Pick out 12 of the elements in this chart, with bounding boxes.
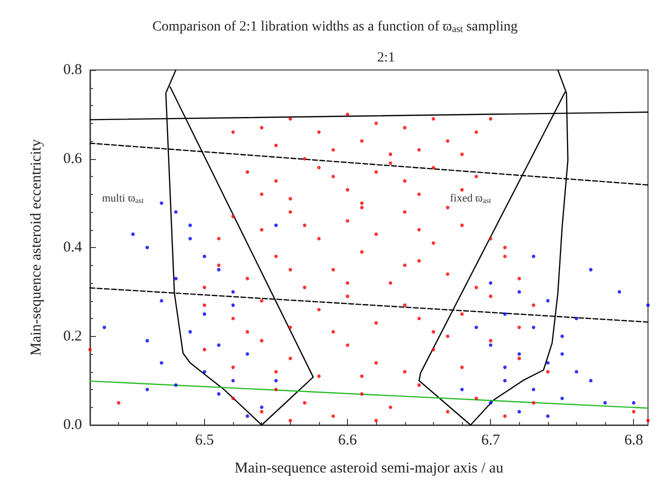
x-axis-title: Main-sequence asteroid semi-major axis / au [234, 460, 504, 476]
y-tick-label: 0.8 [63, 62, 82, 78]
y-tick-label: 0.2 [63, 328, 82, 344]
x-tick-label: 6.7 [481, 432, 500, 448]
chart-subtitle: 2:1 [377, 50, 395, 66]
y-tick-label: 0.0 [63, 417, 82, 433]
x-tick-label: 6.5 [195, 432, 214, 448]
x-tick-label: 6.8 [624, 432, 644, 448]
y-axis-title: Main-sequence asteroid eccentricity [28, 138, 44, 356]
x-tick-label: 6.6 [338, 432, 358, 448]
y-tick-label: 0.4 [63, 240, 82, 256]
y-tick-label: 0.6 [63, 150, 82, 167]
